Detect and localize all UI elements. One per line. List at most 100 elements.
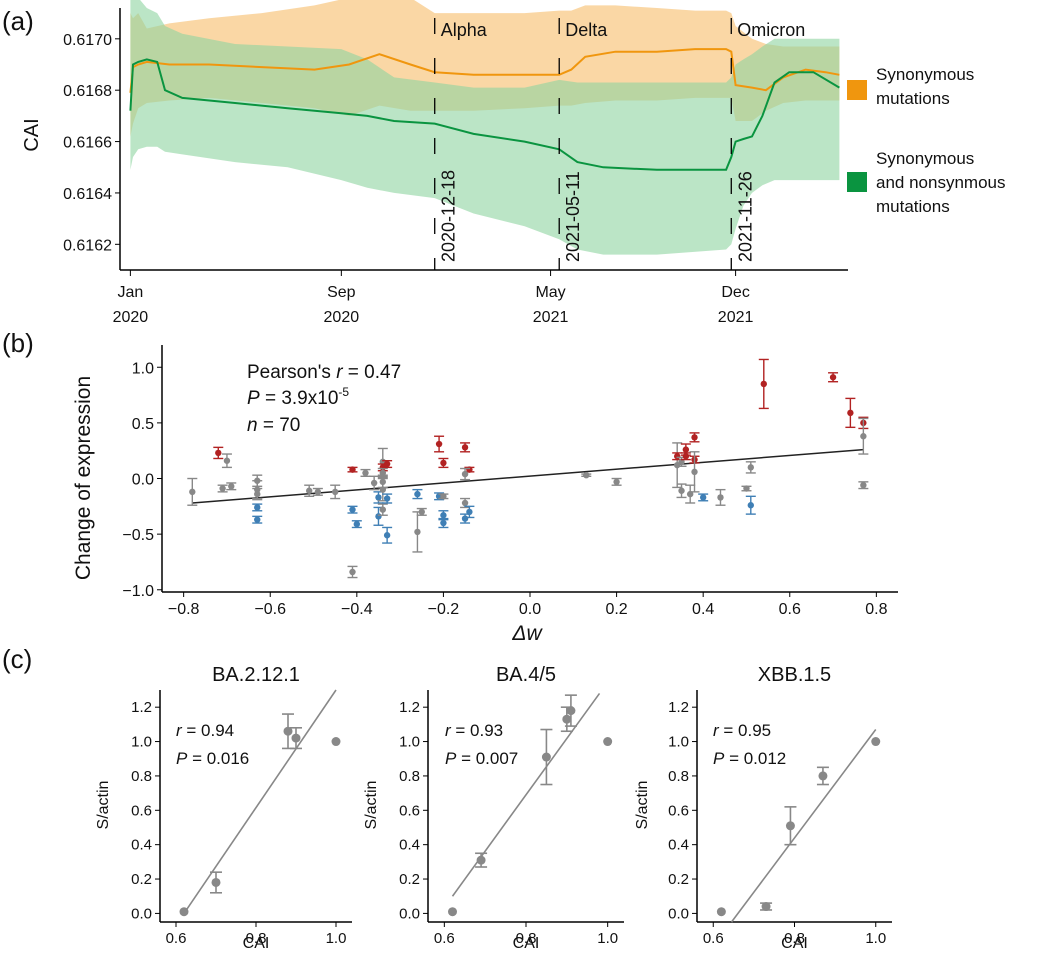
point-marker: [461, 470, 469, 478]
data-point-1: [448, 907, 457, 917]
data-point-54: [685, 484, 696, 504]
panel-c-xbb15: XBB.1.5 0.0 0.2 0.4 0.6 0.8 1.0 1.2 0.6 0.8 1.0 CAI…: [634, 664, 892, 952]
subpanel-y-tick-label: 0.4: [131, 837, 152, 854]
point-marker: [440, 519, 447, 527]
data-point-53: [680, 452, 691, 461]
point-marker: [215, 449, 222, 457]
data-point-28: [382, 460, 393, 469]
panel-a: (a) Alpha 2020-12-18 Delta 2021-05-11 Omicro…: [2, 0, 1005, 326]
data-point-2: [760, 902, 773, 912]
subpanel-y-tick-label: 0.0: [131, 905, 152, 922]
subpanel-r-stat: r = 0.94: [176, 721, 234, 740]
panel-a-x-tick-month: Dec: [721, 284, 749, 301]
data-point-62: [745, 495, 756, 515]
panel-b-pearson: Pearson's r = 0.47: [247, 362, 401, 383]
data-point-43: [460, 497, 471, 509]
point-marker: [566, 706, 576, 716]
subpanel-title: BA.4/5: [496, 664, 556, 686]
subpanel-y-tick-label: 0.8: [131, 768, 152, 785]
panel-b-x-tick-label: 0.0: [519, 601, 541, 618]
data-point-46: [581, 471, 592, 479]
data-point-32: [412, 488, 423, 500]
event-name-omicron: Omicron: [737, 20, 805, 40]
panel-a-y-tick-label: 0.6166: [63, 135, 112, 152]
point-marker: [331, 488, 339, 496]
point-marker: [761, 902, 771, 912]
panel-a-x-tick-month: May: [535, 284, 565, 301]
point-marker: [613, 478, 620, 486]
line-series-1: [129, 48, 840, 93]
point-marker: [716, 907, 726, 917]
r-value: = 0.93: [451, 721, 503, 740]
point-marker: [682, 453, 690, 460]
panel-a-x-tick-year: 2020: [113, 309, 149, 326]
point-marker: [254, 516, 261, 523]
subpanel-x-tick-label: 1.0: [865, 930, 886, 947]
panel-b-y-tick-label: −0.5: [122, 527, 154, 544]
point-marker: [179, 907, 189, 917]
subpanel-p-stat: P = 0.012: [713, 749, 786, 768]
point-marker: [291, 733, 301, 743]
data-point-61: [745, 461, 756, 474]
panel-a-label: (a): [2, 6, 34, 36]
subpanel-fit-line: [730, 729, 877, 923]
p-value: = 0.007: [456, 749, 518, 768]
data-point-65: [845, 397, 856, 429]
point-marker: [223, 457, 231, 464]
panel-b-points: [187, 358, 869, 579]
panel-b-x-tick-label: −0.2: [428, 601, 460, 618]
point-marker: [541, 752, 551, 762]
point-marker: [254, 490, 261, 498]
point-marker: [375, 513, 382, 520]
panel-b-fit-line: [192, 448, 864, 504]
data-point-4: [290, 727, 302, 750]
subpanel-x-tick-label: 0.6: [434, 930, 455, 947]
data-point-45: [464, 505, 475, 519]
panel-a-y-tick-label: 0.6168: [63, 83, 112, 100]
panel-c-label: (c): [2, 644, 32, 674]
panel-b-y-tick-label: 1.0: [132, 360, 154, 377]
data-point-4: [560, 706, 573, 733]
panel-a-x-tick-month: Jan: [117, 284, 143, 301]
data-point-63: [758, 358, 769, 410]
point-marker: [785, 821, 795, 831]
legend-label-nonsynonymous-1: Synonymous: [876, 149, 974, 168]
point-marker: [375, 494, 382, 501]
point-marker: [440, 459, 447, 467]
point-marker: [476, 855, 486, 865]
legend-swatch-synonymous: [847, 80, 867, 100]
data-point-1: [716, 907, 726, 917]
subpanel-y-tick-label: 1.0: [131, 734, 152, 751]
subpanel-r-stat: r = 0.95: [713, 721, 771, 740]
point-marker: [674, 453, 681, 460]
panel-c-bA2121: BA.2.12.1 0.0 0.2 0.4 0.6 0.8 1.0 1.2 0.6 0.8 1.0 C…: [95, 664, 352, 952]
panel-b-y-tick-label: −1.0: [122, 583, 154, 600]
point-marker: [379, 486, 386, 493]
panel-a-y-label: CAI: [21, 118, 43, 151]
panel-b-x-tick-label: 0.8: [865, 601, 887, 618]
point-marker: [461, 499, 469, 507]
subpanel-fit-line: [183, 689, 337, 914]
panel-b-x-label: Δw: [511, 622, 543, 645]
point-marker: [314, 488, 322, 496]
data-point-29: [382, 493, 393, 504]
panel-b-n: n = 70: [247, 415, 300, 436]
point-marker: [871, 737, 881, 747]
data-point-39: [438, 517, 449, 529]
data-point-58: [698, 493, 709, 502]
data-point-27: [377, 503, 388, 516]
data-point-16: [351, 520, 362, 529]
point-marker: [349, 466, 356, 473]
subpanel-p-stat: P = 0.007: [445, 749, 518, 768]
panel-a-x-tick-year: 2020: [324, 309, 360, 326]
subpanel-x-tick-label: 0.6: [166, 930, 187, 947]
panel-a-legend: Synonymous mutations Synonymous and nons…: [847, 65, 1005, 216]
data-point-30: [382, 526, 393, 544]
panel-b-x-tick-label: −0.6: [254, 601, 286, 618]
point-marker: [370, 479, 378, 487]
point-marker: [829, 374, 837, 381]
subpanel-y-tick-label: 0.4: [399, 837, 420, 854]
point-marker: [860, 433, 867, 440]
point-marker: [383, 460, 391, 468]
point-marker: [228, 483, 235, 490]
